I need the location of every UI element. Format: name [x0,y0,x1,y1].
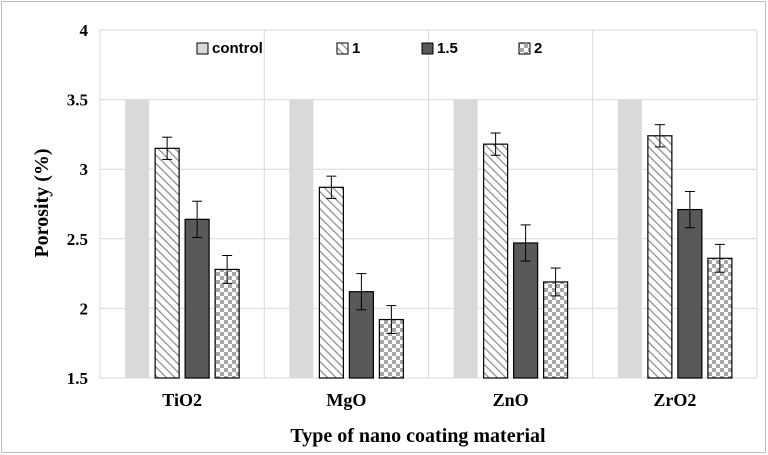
legend-swatch [336,42,349,55]
legend-label: control [212,40,263,57]
bar-1_5-tio2 [184,218,210,379]
bar-2-zro2 [707,257,733,379]
bar-1-tio2 [154,147,180,379]
bar-2-zno [543,281,569,379]
legend: control 1 1.5 2 [196,40,542,57]
x-category-label: TiO2 [162,390,202,410]
bar-2-tio2 [214,268,240,379]
bar-1_5-zno [513,242,539,379]
y-axis-title: Porosity (%) [31,148,53,257]
bar-control-zno [453,99,478,378]
legend-label: 1.5 [437,40,458,57]
bar-control-zro2 [617,99,642,378]
x-category-label: MgO [326,390,366,410]
legend-label: 2 [534,40,542,57]
x-axis-title: Type of nano coating material [290,425,546,447]
x-category-label: ZrO2 [653,390,696,410]
y-tick-label: 1.5 [67,369,88,388]
error-bars-group [162,124,725,334]
bar-1_5-zro2 [677,208,703,379]
bar-1-zro2 [647,135,673,379]
legend-swatch [421,42,434,55]
y-tick-labels: 1.5 2 2.5 3 3.5 4 [67,21,89,388]
y-tick-label: 2.5 [67,230,88,249]
y-tick-label: 4 [80,21,89,40]
legend-label: 1 [352,40,360,57]
x-category-labels: TiO2 MgO ZnO ZrO2 [162,390,696,410]
legend-swatch [196,42,209,55]
y-tick-label: 2 [80,299,89,318]
y-tick-label: 3 [80,160,89,179]
x-category-label: ZnO [493,390,529,410]
bar-1-zno [483,143,509,379]
y-tick-label: 3.5 [67,91,88,110]
legend-swatch [518,42,531,55]
bar-1-mgo [318,186,344,379]
bar-control-mgo [289,99,314,378]
bar-control-tio2 [125,99,150,378]
